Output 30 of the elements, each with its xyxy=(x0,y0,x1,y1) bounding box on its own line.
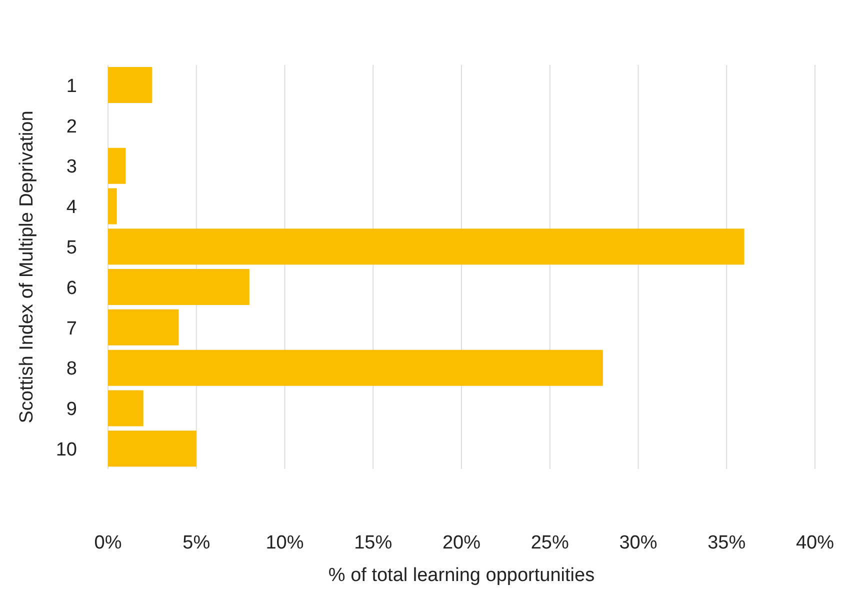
x-tick-label: 10% xyxy=(266,532,304,554)
bar xyxy=(108,309,179,346)
x-tick-label: 20% xyxy=(442,532,481,554)
x-tick-label: 30% xyxy=(619,532,658,554)
y-tick-label: 9 xyxy=(66,399,77,420)
y-tick-label: 8 xyxy=(66,358,77,380)
bar xyxy=(108,67,152,104)
bar xyxy=(108,269,250,306)
x-tick-label: 5% xyxy=(182,532,210,554)
y-tick-label: 7 xyxy=(66,318,77,340)
bar xyxy=(108,188,117,224)
y-tick-label: 1 xyxy=(66,76,77,97)
x-axis-title: % of total learning opportunities xyxy=(328,565,595,586)
y-tick-label: 5 xyxy=(66,238,77,259)
y-tick-label: 2 xyxy=(66,116,77,138)
bar xyxy=(108,148,126,184)
x-tick-label: 40% xyxy=(796,532,834,554)
y-tick-label: 3 xyxy=(66,156,77,178)
y-tick-label: 4 xyxy=(66,197,78,218)
bar xyxy=(108,430,196,467)
x-tick-label: 15% xyxy=(354,532,392,554)
y-axis-title: Scottish Index of Multiple Deprivation xyxy=(16,110,38,424)
x-tick-label: 0% xyxy=(94,532,122,554)
y-tick-label: 6 xyxy=(66,278,77,299)
bar xyxy=(108,350,603,386)
bar xyxy=(108,228,744,265)
y-tick-label: 10 xyxy=(56,440,77,461)
x-tick-label: 35% xyxy=(708,532,746,554)
bar xyxy=(108,390,144,426)
x-tick-label: 25% xyxy=(530,532,569,554)
